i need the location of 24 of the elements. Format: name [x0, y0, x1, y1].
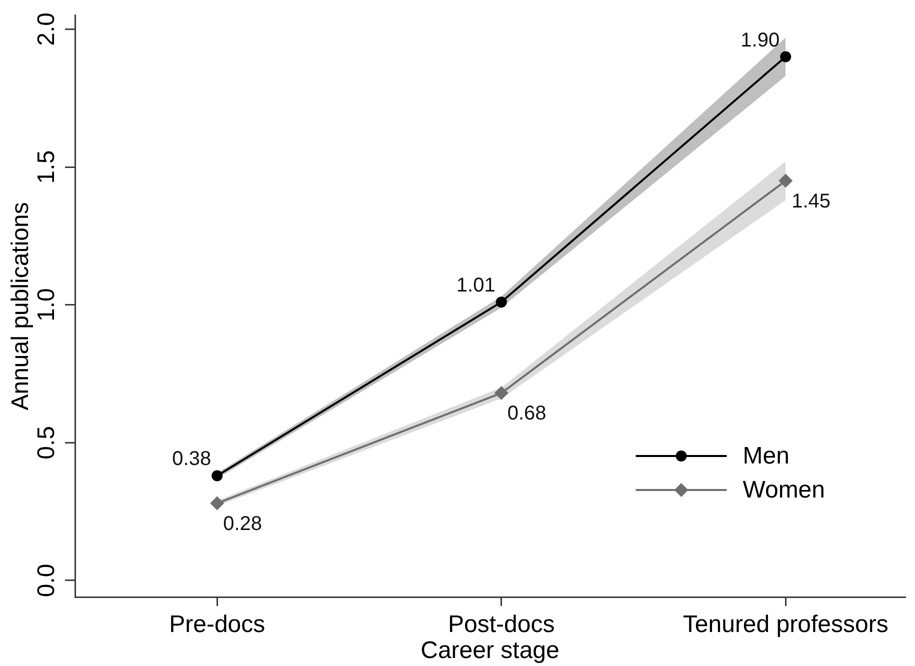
- x-tick-label: Post-docs: [448, 611, 555, 638]
- y-tick-label: 0.0: [32, 564, 60, 598]
- point: [780, 51, 792, 62]
- y-tick-label: 1.0: [32, 288, 60, 322]
- x-axis-title: Career stage: [420, 637, 560, 664]
- data-label: 1.01: [456, 274, 496, 297]
- data-label: 1.45: [792, 190, 831, 212]
- point: [494, 386, 508, 400]
- point: [496, 296, 507, 308]
- legend-label: Men: [742, 442, 790, 470]
- y-tick-label: 0.5: [32, 426, 60, 460]
- point: [778, 174, 793, 188]
- data-label: 0.28: [223, 512, 262, 535]
- x-tick-label: Tenured professors: [682, 611, 888, 638]
- data-label: 1.90: [740, 29, 780, 52]
- y-tick-label: 1.5: [32, 150, 60, 184]
- legend-label: Women: [742, 476, 826, 504]
- y-axis-title: Annual publications: [7, 202, 34, 410]
- point: [210, 496, 224, 510]
- x-tick-label: Pre-docs: [169, 611, 266, 638]
- point: [212, 470, 223, 482]
- y-tick-label: 2.0: [32, 12, 60, 46]
- data-label: 0.68: [507, 402, 546, 425]
- data-label: 0.38: [172, 448, 212, 470]
